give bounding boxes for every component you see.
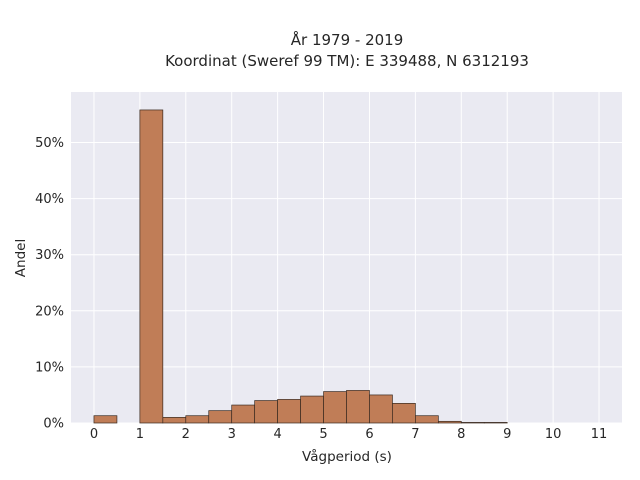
histogram-bar xyxy=(277,399,301,424)
histogram-bar xyxy=(208,410,233,424)
histogram-bar xyxy=(369,394,393,424)
y-tick-label: 0% xyxy=(43,417,64,432)
histogram-bar xyxy=(139,109,164,424)
x-tick-label: 11 xyxy=(591,427,608,442)
chart-title-line-2: Koordinat (Sweref 99 TM): E 339488, N 63… xyxy=(165,52,529,70)
histogram-bar xyxy=(415,415,439,424)
histogram-bar xyxy=(162,417,187,424)
x-axis-ticks: 0 1 2 3 4 5 6 7 8 9 10 11 xyxy=(90,427,607,442)
bars xyxy=(93,109,508,424)
y-tick-label: 10% xyxy=(35,360,64,375)
x-tick-label: 0 xyxy=(90,427,98,442)
x-tick-label: 1 xyxy=(136,427,144,442)
histogram-bar xyxy=(93,415,118,424)
histogram-bar xyxy=(231,404,256,424)
y-axis-label: Andel xyxy=(13,239,29,277)
x-tick-label: 9 xyxy=(503,427,511,442)
x-tick-label: 2 xyxy=(182,427,190,442)
histogram-bar xyxy=(254,400,278,424)
y-tick-label: 20% xyxy=(35,304,64,319)
histogram-bar xyxy=(437,420,462,424)
x-tick-label: 6 xyxy=(365,427,373,442)
x-tick-label: 5 xyxy=(319,427,327,442)
y-tick-label: 50% xyxy=(35,136,64,151)
histogram-bar xyxy=(460,422,485,424)
x-tick-label: 7 xyxy=(411,427,419,442)
x-tick-label: 10 xyxy=(545,427,562,442)
histogram-bar xyxy=(483,422,508,424)
histogram-bar xyxy=(323,391,347,424)
chart-title-line-1: År 1979 - 2019 xyxy=(291,30,404,49)
y-tick-label: 40% xyxy=(35,192,64,207)
x-tick-label: 8 xyxy=(457,427,465,442)
x-axis-label: Vågperiod (s) xyxy=(302,448,392,465)
histogram-bar xyxy=(185,415,210,424)
x-tick-label: 3 xyxy=(228,427,236,442)
histogram-bar xyxy=(346,390,370,424)
histogram-bar xyxy=(392,403,416,424)
histogram-bar xyxy=(300,395,324,424)
y-tick-label: 30% xyxy=(35,248,64,263)
x-tick-label: 4 xyxy=(273,427,281,442)
y-axis-ticks: 0% 10% 20% 30% 40% 50% xyxy=(35,136,64,432)
